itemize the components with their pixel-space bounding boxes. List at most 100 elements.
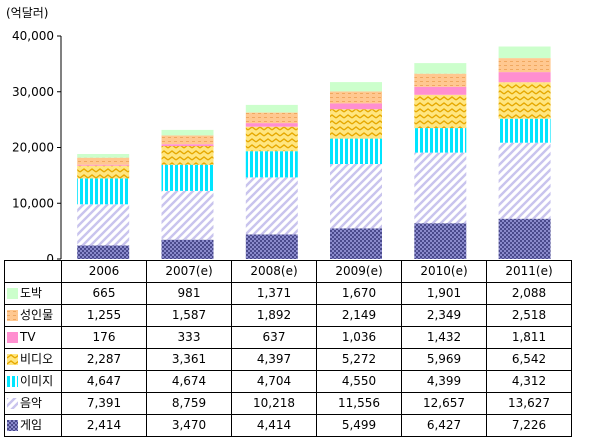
data-label: 13,627 (486, 392, 572, 415)
data-label: 12,657 (401, 392, 487, 415)
y-axis-tick-label: 0 (46, 252, 54, 260)
bar-segment (245, 126, 298, 152)
bar-segment (245, 234, 298, 259)
data-label: 2,349 (401, 304, 487, 327)
bar-segment (77, 154, 130, 158)
y-axis-tick-label: 30,000 (12, 85, 54, 99)
data-label: 665 (61, 282, 147, 305)
y-axis-tick-label: 20,000 (12, 141, 54, 155)
data-label: 4,312 (486, 370, 572, 393)
legend-entry: 음악 (4, 392, 62, 415)
legend-entry: 도박 (4, 282, 62, 305)
data-label: 8,759 (146, 392, 232, 415)
data-label: 3,361 (146, 348, 232, 371)
series-name: 도박 (20, 286, 43, 300)
x-axis-category-label: 2008(e) (231, 260, 317, 283)
bar-segment (330, 163, 382, 229)
bar-segment (245, 123, 298, 127)
bar-segment (498, 46, 551, 59)
data-label: 6,542 (486, 348, 572, 371)
data-label: 6,427 (401, 414, 487, 437)
bar-segment (414, 152, 467, 224)
legend-entry: 비디오 (4, 348, 62, 371)
data-label: 2,149 (316, 304, 402, 327)
bar-segment (498, 72, 551, 83)
data-label: 1,811 (486, 326, 572, 349)
bar-segment (414, 94, 467, 129)
bar-segment (414, 128, 467, 153)
data-label: 4,674 (146, 370, 232, 393)
bar-segment (77, 178, 130, 205)
stacked-bar-chart: 0 10,000 20,000 30,000 40,000 (12, 29, 551, 260)
table-row: 이미지 4,647 4,674 4,704 4,550 4,399 4,312 (4, 370, 572, 393)
series-name: TV (20, 330, 36, 344)
table-row: 성인물 1,255 1,587 1,892 2,149 2,349 2,518 (4, 304, 572, 327)
bar-segment (161, 190, 214, 240)
bar-segment (330, 228, 382, 259)
y-axis-unit-label: (억달러) (6, 6, 49, 20)
x-axis-category-label: 2006 (61, 260, 147, 283)
series-name: 성인물 (20, 308, 54, 322)
table-row: 음악 7,391 8,759 10,218 11,556 12,657 13,627 (4, 392, 572, 415)
bar-segment (161, 239, 214, 259)
data-table: 2006 2007(e) 2008(e) 2009(e) 2010(e) 2011(e) 도… (4, 260, 572, 437)
data-label: 4,414 (231, 414, 317, 437)
legend-entry: 게임 (4, 414, 62, 437)
x-axis-category-label: 2009(e) (316, 260, 402, 283)
bar-segment (245, 112, 298, 124)
data-label: 4,647 (61, 370, 147, 393)
y-axis-tick-label: 10,000 (12, 196, 54, 210)
legend-swatch (7, 310, 18, 321)
legend-swatch (7, 420, 18, 431)
data-label: 2,287 (61, 348, 147, 371)
bar-segment (414, 223, 467, 259)
bar-segment (498, 58, 551, 73)
data-label: 1,587 (146, 304, 232, 327)
legend-entry: 성인물 (4, 304, 62, 327)
legend-swatch (7, 354, 18, 365)
data-label: 981 (146, 282, 232, 305)
data-label: 3,470 (146, 414, 232, 437)
series-name: 음악 (20, 396, 43, 410)
data-label: 1,670 (316, 282, 402, 305)
table-row: 게임 2,414 3,470 4,414 5,499 6,427 7,226 (4, 414, 572, 437)
bar-segment (330, 138, 382, 164)
data-label: 1,371 (231, 282, 317, 305)
table-corner-cell (4, 260, 62, 283)
bar-segment (245, 104, 298, 113)
table-row: 도박 665 981 1,371 1,670 1,901 2,088 (4, 282, 572, 305)
data-label: 637 (231, 326, 317, 349)
legend-swatch (7, 288, 18, 299)
data-label: 5,969 (401, 348, 487, 371)
data-label: 4,399 (401, 370, 487, 393)
data-label: 1,432 (401, 326, 487, 349)
data-label: 10,218 (231, 392, 317, 415)
bar-segment (414, 73, 467, 87)
bar-segment (161, 146, 214, 165)
bar-segment (161, 144, 214, 147)
table-row: TV 176 333 637 1,036 1,432 1,811 (4, 326, 572, 349)
series-name: 비디오 (20, 352, 54, 366)
data-label: 4,397 (231, 348, 317, 371)
legend-swatch (7, 398, 18, 409)
bar-segment (77, 165, 130, 179)
x-axis-category-label: 2011(e) (486, 260, 572, 283)
x-axis-category-label: 2007(e) (146, 260, 232, 283)
data-label: 2,518 (486, 304, 572, 327)
data-label: 333 (146, 326, 232, 349)
legend-swatch (7, 376, 18, 387)
bar-segment (77, 245, 130, 259)
table-row: 비디오 2,287 3,361 4,397 5,272 5,969 6,542 (4, 348, 572, 371)
data-label: 1,901 (401, 282, 487, 305)
bar-segment (77, 157, 130, 165)
bar-segment (161, 135, 214, 145)
data-label: 2,414 (61, 414, 147, 437)
legend-entry: 이미지 (4, 370, 62, 393)
bar-segment (77, 164, 130, 166)
data-label: 4,550 (316, 370, 402, 393)
bar-segment (330, 109, 382, 139)
data-label: 176 (61, 326, 147, 349)
series-name: 게임 (20, 418, 43, 432)
data-label: 7,226 (486, 414, 572, 437)
series-name: 이미지 (20, 374, 54, 388)
